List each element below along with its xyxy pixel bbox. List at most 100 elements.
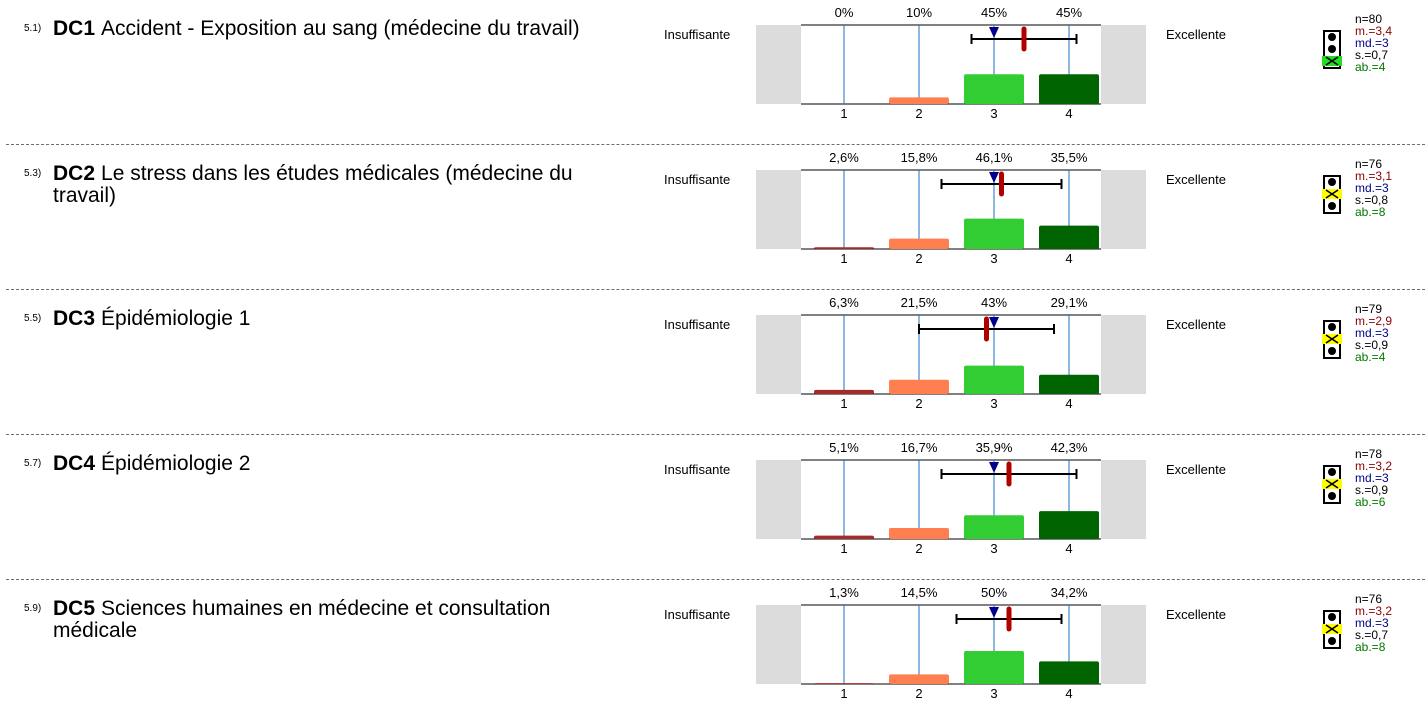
scale-high-label: Excellente [1166,27,1226,42]
traffic-lamp-3 [1328,637,1336,645]
traffic-lamp-cross [1325,334,1339,344]
median-value: md.=3 [1355,326,1389,340]
mean-value: m.=2,9 [1355,314,1393,328]
distribution-chart: 1,3% 14,5% 50% 34,2% 1 2 3 4 [756,585,1146,701]
question-title: DC5 Sciences humaines en médecine et cons… [53,598,613,642]
bar-4 [1039,374,1099,394]
bar-3 [964,365,1024,394]
question-code: DC4 [53,452,96,475]
scale-tick-2: 2 [915,106,922,121]
abstention-count: ab.=4 [1355,350,1386,364]
bar-2 [889,238,949,249]
question-title: DC2 Le stress dans les études médicales (… [53,163,613,207]
bar-2 [889,379,949,394]
abstention-count: ab.=8 [1355,205,1386,219]
percent-label-4: 29,1% [1051,295,1088,310]
mean-value: m.=3,2 [1355,604,1393,618]
bar-3 [964,74,1024,104]
traffic-lamp-1 [1328,33,1336,41]
bar-3 [964,651,1024,684]
distribution-chart: 0% 10% 45% 45% 1 2 3 4 [756,5,1146,121]
bar-2 [889,527,949,539]
percent-label-3: 43% [981,295,1007,310]
row-separator [6,289,1425,290]
traffic-lamp-1 [1328,323,1336,331]
statistics-block: n=76 m.=3,2 md.=3 s.=0,7 ab.=8 [1355,593,1392,653]
question-code: DC1 [53,17,96,40]
scale-tick-3: 3 [990,396,997,411]
median-value: md.=3 [1355,471,1389,485]
median-marker [989,317,999,328]
question-code: DC3 [53,307,96,330]
scale-tick-1: 1 [840,686,847,701]
scale-low-label: Insuffisante [664,27,731,42]
right-panel [1101,605,1146,684]
percent-label-4: 45% [1056,5,1082,20]
traffic-lamp-1 [1328,468,1336,476]
sd-value: s.=0,7 [1355,48,1389,62]
percent-label-2: 15,8% [901,150,938,165]
bar-1 [814,389,874,394]
bar-4 [1039,74,1099,104]
percent-label-3: 35,9% [976,440,1013,455]
percent-label-2: 16,7% [901,440,938,455]
traffic-lamp-cross [1325,189,1339,199]
mean-value: m.=3,1 [1355,169,1393,183]
question-text: Sciences humaines en médecine et consult… [53,597,551,642]
traffic-light-icon [1322,30,1342,69]
left-panel [756,460,801,539]
scale-high-label: Excellente [1166,462,1226,477]
scale-tick-1: 1 [840,541,847,556]
question-number: 5.7) [24,458,42,469]
traffic-lamp-cross [1325,624,1339,634]
scale-tick-4: 4 [1065,541,1072,556]
traffic-lamp-cross [1325,479,1339,489]
scale-tick-2: 2 [915,396,922,411]
row-separator [6,144,1425,145]
scale-tick-3: 3 [990,251,997,266]
bar-2 [889,97,949,104]
scale-tick-2: 2 [915,541,922,556]
question-number: 5.3) [24,168,42,179]
scale-tick-2: 2 [915,251,922,266]
traffic-lamp-1 [1328,613,1336,621]
percent-label-2: 21,5% [901,295,938,310]
median-value: md.=3 [1355,181,1389,195]
question-text: Le stress dans les études médicales (méd… [53,162,573,207]
traffic-lamp-3 [1328,347,1336,355]
question-row: 5.9) DC5 Sciences humaines en médecine et … [0,579,1425,725]
percent-label-1: 0% [835,5,854,20]
left-panel [756,315,801,394]
median-marker [989,462,999,473]
median-value: md.=3 [1355,616,1389,630]
abstention-count: ab.=6 [1355,495,1386,509]
question-row: 5.1) DC1 Accident - Exposition au sang (mé… [0,0,1425,145]
question-text: Accident - Exposition au sang (médecine … [101,17,580,40]
right-panel [1101,460,1146,539]
scale-tick-4: 4 [1065,251,1072,266]
scale-tick-3: 3 [990,686,997,701]
question-row: 5.7) DC4 Épidémiologie 2 Insuffisante Excell… [0,434,1425,580]
traffic-lamp-2 [1328,45,1336,53]
abstention-count: ab.=4 [1355,60,1386,74]
n-count: n=76 [1355,592,1383,606]
question-title: DC1 Accident - Exposition au sang (médeci… [53,18,613,40]
traffic-lamp-3 [1328,492,1336,500]
question-number: 5.1) [24,23,42,34]
question-number: 5.9) [24,603,42,614]
sd-value: s.=0,9 [1355,338,1389,352]
percent-label-2: 14,5% [901,585,938,600]
mean-value: m.=3,4 [1355,24,1393,38]
distribution-chart: 5,1% 16,7% 35,9% 42,3% 1 2 3 4 [756,440,1146,556]
median-value: md.=3 [1355,36,1389,50]
traffic-lamp-3 [1328,202,1336,210]
percent-label-3: 46,1% [976,150,1013,165]
traffic-light-icon [1322,175,1342,214]
left-panel [756,605,801,684]
scale-tick-2: 2 [915,686,922,701]
scale-tick-3: 3 [990,106,997,121]
scale-tick-1: 1 [840,251,847,266]
question-text: Épidémiologie 1 [101,307,251,330]
abstention-count: ab.=8 [1355,640,1386,654]
distribution-chart: 6,3% 21,5% 43% 29,1% 1 2 3 4 [756,295,1146,411]
